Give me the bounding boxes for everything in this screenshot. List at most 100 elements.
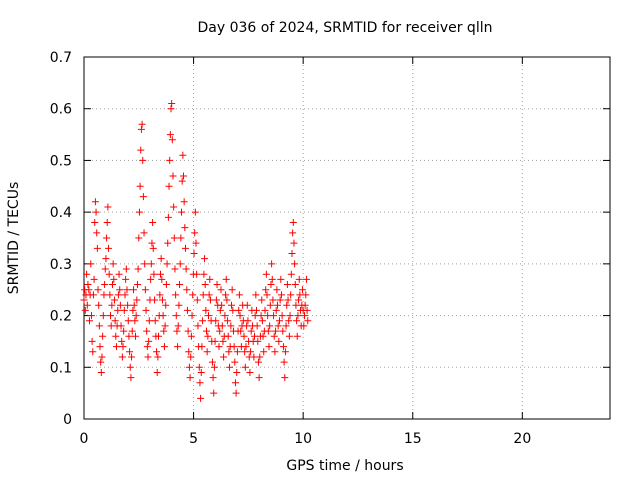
y-tick-label: 0.7 [50,50,72,66]
data-point-marker [122,265,130,273]
data-point-marker [102,255,110,263]
y-tick-label: 0.1 [50,360,72,376]
data-point-marker [200,270,208,278]
data-point-marker [156,270,164,278]
data-point-marker [125,332,133,340]
data-point-marker [283,301,291,309]
data-point-marker [253,322,261,330]
y-tick-label: 0.5 [50,153,72,169]
data-point-marker [165,182,173,190]
grid [84,57,610,419]
data-point-marker [93,229,101,237]
data-point-marker [243,301,251,309]
data-point-marker [237,327,245,335]
x-tick-label: 0 [80,431,89,447]
data-point-marker [89,348,97,356]
data-point-marker [274,301,282,309]
data-point-marker [147,260,155,268]
data-point-marker [143,327,151,335]
data-point-marker [88,337,96,345]
data-point-marker [262,286,270,294]
data-point-marker [96,343,104,351]
data-point-marker [258,296,266,304]
x-axis-label: GPS time / hours [286,458,403,474]
data-point-marker [181,224,189,232]
data-point-marker [114,306,122,314]
data-point-marker [236,312,244,320]
data-point-marker [197,368,205,376]
data-point-marker [163,260,171,268]
data-point-marker [190,250,198,258]
data-point-marker [118,353,126,361]
data-point-marker [254,337,262,345]
data-point-marker [141,286,149,294]
data-point-marker [241,348,249,356]
data-point-marker [151,317,159,325]
data-point-marker [126,363,134,371]
data-point-marker [229,306,237,314]
data-point-marker [85,317,93,325]
data-point-marker [295,296,303,304]
data-point-marker [166,131,174,139]
data-point-marker [281,348,289,356]
data-point-marker [195,363,203,371]
data-point-marker [159,312,167,320]
data-point-marker [263,291,271,299]
data-point-marker [180,198,188,206]
data-point-marker [256,353,264,361]
data-point-marker [180,172,188,180]
data-point-marker [264,312,272,320]
data-point-marker [158,296,166,304]
data-point-marker [158,275,166,283]
data-point-marker [254,358,262,366]
data-point-marker [133,281,141,289]
data-point-marker [277,291,285,299]
data-point-marker [92,208,100,216]
data-point-marker [244,317,252,325]
data-point-marker [95,322,103,330]
data-point-marker [279,343,287,351]
data-point-marker [296,291,304,299]
data-point-marker [162,281,170,289]
data-point-marker [225,348,233,356]
data-point-marker [247,327,255,335]
data-point-marker [126,348,134,356]
data-point-marker [169,172,177,180]
data-point-marker [206,275,214,283]
data-point-marker [143,343,151,351]
data-point-marker [240,332,248,340]
data-point-marker [224,317,232,325]
data-point-marker [140,229,148,237]
data-point-marker [101,281,109,289]
data-point-marker [202,306,210,314]
data-point-marker [247,348,255,356]
data-point-marker [161,322,169,330]
data-point-marker [116,286,124,294]
data-point-marker [98,353,106,361]
data-point-marker [99,312,107,320]
data-point-marker [270,332,278,340]
data-point-marker [291,260,299,268]
data-point-marker [242,343,250,351]
data-point-marker [84,281,92,289]
data-point-marker [141,260,149,268]
data-point-marker [209,374,217,382]
y-tick-label: 0.3 [50,257,72,273]
data-point-marker [191,208,199,216]
data-point-marker [148,239,156,247]
data-point-marker [162,301,170,309]
data-point-marker [204,332,212,340]
data-point-marker [189,291,197,299]
data-point-marker [230,343,238,351]
data-point-marker [304,317,312,325]
data-point-marker [267,281,275,289]
data-point-marker [272,306,280,314]
data-point-marker [138,120,146,128]
data-point-marker [147,275,155,283]
data-point-marker [284,296,292,304]
data-point-marker [130,286,138,294]
data-point-marker [193,270,201,278]
data-point-marker [198,343,206,351]
data-point-marker [210,363,218,371]
data-point-marker [103,234,111,242]
